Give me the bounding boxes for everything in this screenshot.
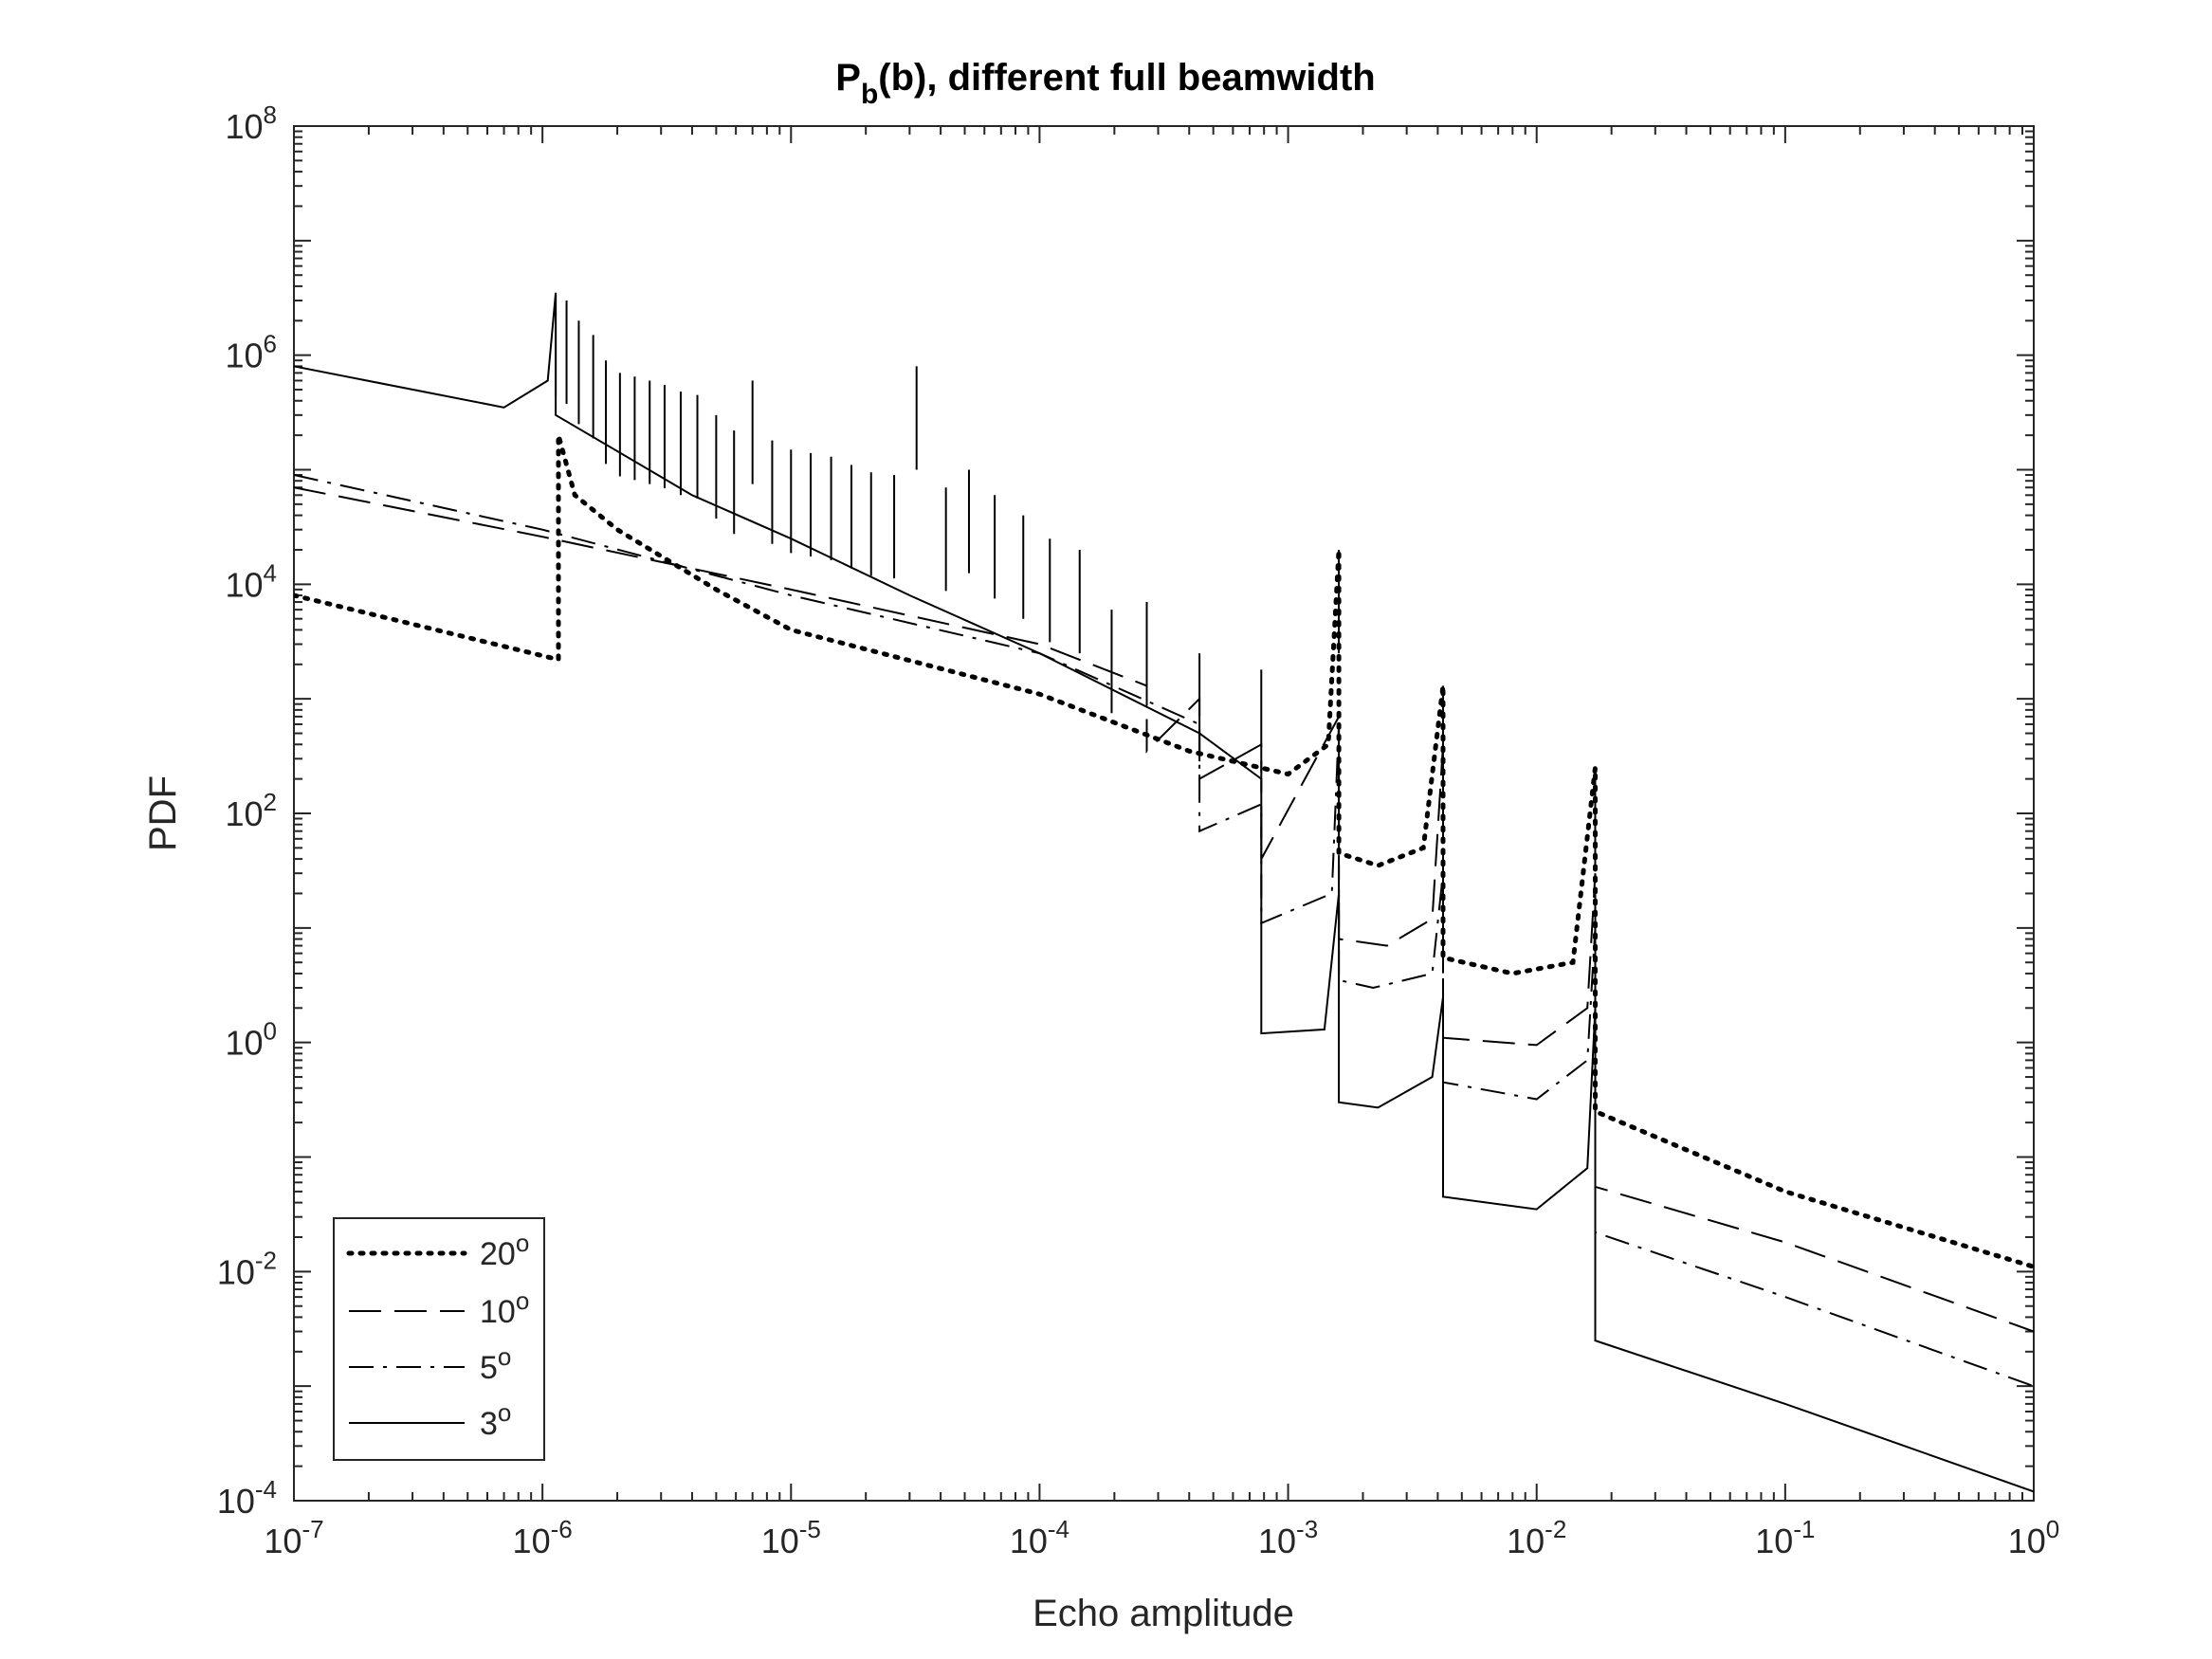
x-tick-label: 100 — [2008, 1515, 2060, 1560]
title-main: P — [835, 57, 861, 99]
x-tick-label: 10-7 — [264, 1515, 323, 1560]
legend-label: 5o — [480, 1342, 511, 1386]
y-tick-label: 104 — [225, 558, 277, 604]
y-tick-label: 10-2 — [217, 1246, 277, 1291]
y-axis-ticks: 10-4 10-2 100 102 104 106 108 — [217, 100, 2034, 1521]
series-line-20 — [294, 434, 2034, 1269]
x-tick-label: 10-6 — [513, 1515, 573, 1560]
legend: 20o 10o 5o 3o — [333, 1217, 545, 1461]
legend-box — [333, 1217, 545, 1461]
x-tick-label: 10-3 — [1258, 1515, 1318, 1560]
series-line-3 — [294, 292, 2034, 1493]
series-line-5 — [294, 474, 2034, 1388]
y-tick-label: 106 — [225, 330, 277, 375]
plot-area — [293, 125, 2035, 1502]
title-rest: (b), different full beamwidth — [878, 57, 1375, 99]
x-axis-ticks: 10-7 10-6 10-5 10-4 10-3 10-2 10-1 100 — [264, 126, 2059, 1560]
y-tick-label: 100 — [225, 1017, 277, 1063]
x-tick-label: 10-5 — [761, 1515, 821, 1560]
legend-label: 3o — [480, 1398, 511, 1442]
legend-label: 10o — [480, 1286, 529, 1330]
x-tick-label: 10-2 — [1507, 1515, 1566, 1560]
y-tick-label: 102 — [225, 788, 277, 833]
chart-title: Pb(b), different full beamwidth — [835, 57, 1375, 110]
series-group — [294, 292, 2034, 1493]
x-tick-label: 10-4 — [1010, 1515, 1069, 1560]
x-axis-label: Echo amplitude — [1033, 1593, 1294, 1634]
y-tick-label: 108 — [225, 100, 277, 146]
y-axis-label: PDF — [142, 775, 184, 851]
legend-label: 20o — [480, 1229, 529, 1272]
y-tick-label: 10-4 — [217, 1475, 277, 1521]
title-subscript: b — [861, 79, 878, 110]
x-tick-label: 10-1 — [1755, 1515, 1815, 1560]
